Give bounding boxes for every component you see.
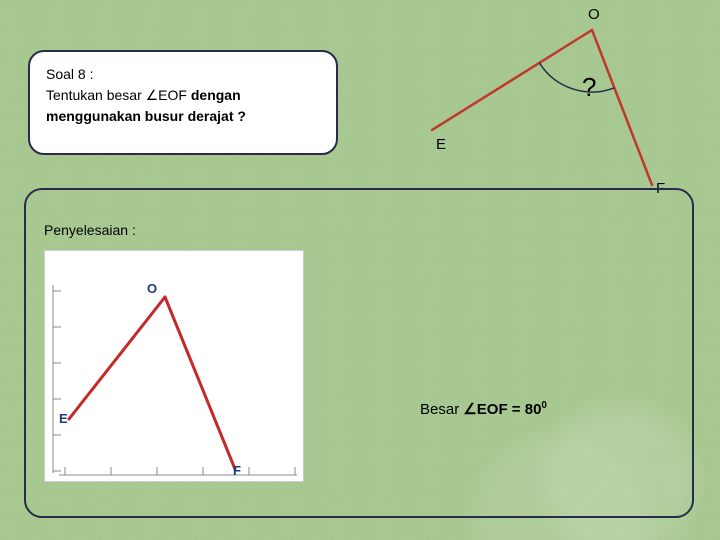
answer-prefix: Besar <box>420 401 463 418</box>
question-text-3: menggunakan busur derajat ? <box>46 108 246 124</box>
svg-text:E: E <box>59 411 68 426</box>
question-number: Soal 8 : <box>46 64 320 85</box>
angle-question-mark: ? <box>582 72 596 103</box>
question-text-2: dengan <box>187 87 241 103</box>
angle-diagram: O E F ? <box>412 10 672 190</box>
answer-degree-sup: 0 <box>541 400 547 411</box>
svg-text:O: O <box>147 281 157 296</box>
question-text-1: Tentukan besar <box>46 87 146 103</box>
svg-text:F: F <box>233 463 241 478</box>
answer-value: ∠EOF = 80 <box>463 401 541 418</box>
question-box: Soal 8 : Tentukan besar ∠EOF dengan meng… <box>28 50 338 155</box>
answer-text: Besar ∠EOF = 800 <box>420 400 547 418</box>
ray-label-E: E <box>436 136 446 153</box>
vertex-label-O: O <box>588 6 600 23</box>
protractor-figure: O E F <box>44 250 304 482</box>
solution-heading: Penyelesaian : <box>44 222 136 238</box>
angle-svg <box>412 10 672 200</box>
question-angle-symbol: ∠EOF <box>146 87 187 103</box>
protractor-svg: O E F <box>45 251 305 483</box>
question-body: Tentukan besar ∠EOF dengan menggunakan b… <box>46 85 320 127</box>
